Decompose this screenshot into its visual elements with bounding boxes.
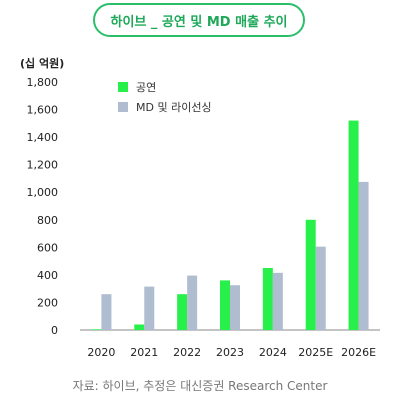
y-tick-label: 0: [51, 324, 58, 337]
y-tick-label: 1,000: [27, 186, 59, 199]
x-axis: 2020 2021 2022 2023 2024 2025E 2026E: [80, 329, 380, 359]
y-tick-label: 200: [37, 296, 58, 309]
bar-concert-2022: [177, 294, 188, 330]
bar-md-2020: [101, 294, 112, 330]
legend-swatch: [118, 102, 128, 112]
bars: [91, 120, 369, 330]
x-tick-label: 2024: [259, 346, 287, 359]
bar-md-2024: [272, 272, 283, 330]
bar-md-2023: [230, 285, 240, 330]
legend-label: MD 및 라이선싱: [136, 101, 212, 114]
bar-concert-2024: [262, 268, 273, 330]
bar-md-2026E: [358, 181, 369, 330]
bar-concert-2025E: [305, 219, 316, 330]
source-note: 자료: 하이브, 추정은 대신증권 Research Center: [72, 379, 328, 393]
bar-md-2022: [187, 275, 198, 330]
y-tick-label: 1,400: [27, 131, 59, 144]
y-tick-label: 1,600: [27, 104, 59, 117]
bar-concert-2021: [134, 324, 145, 330]
y-tick-label: 800: [37, 214, 58, 227]
bar-concert-2023: [220, 280, 230, 330]
x-tick-label: 2020: [87, 346, 115, 359]
y-tick-label: 400: [37, 269, 58, 282]
x-tick-label: 2021: [130, 346, 158, 359]
y-tick-label: 1,200: [27, 159, 59, 172]
legend-swatch: [118, 82, 128, 92]
x-tick-label: 2026E: [341, 346, 376, 359]
y-tick-label: 600: [37, 241, 58, 254]
bar-md-2025E: [315, 246, 326, 330]
y-axis: 0 200 400 600 800 1,000 1,200 1,400 1,600 1,800: [27, 76, 59, 337]
y-axis-unit-label: (십 억원): [20, 57, 65, 70]
chart-title: 하이브 _ 공연 및 MD 매출 추이: [93, 3, 305, 37]
legend: 공연 MD 및 라이선싱: [118, 81, 212, 114]
bar-concert-2026E: [348, 120, 359, 330]
x-tick-label: 2025E: [298, 346, 333, 359]
x-tick-label: 2022: [173, 346, 201, 359]
legend-label: 공연: [136, 81, 156, 94]
bar-md-2021: [144, 286, 155, 330]
y-tick-label: 1,800: [27, 76, 59, 89]
x-tick-label: 2023: [216, 346, 244, 359]
bar-concert-2020: [91, 329, 102, 330]
